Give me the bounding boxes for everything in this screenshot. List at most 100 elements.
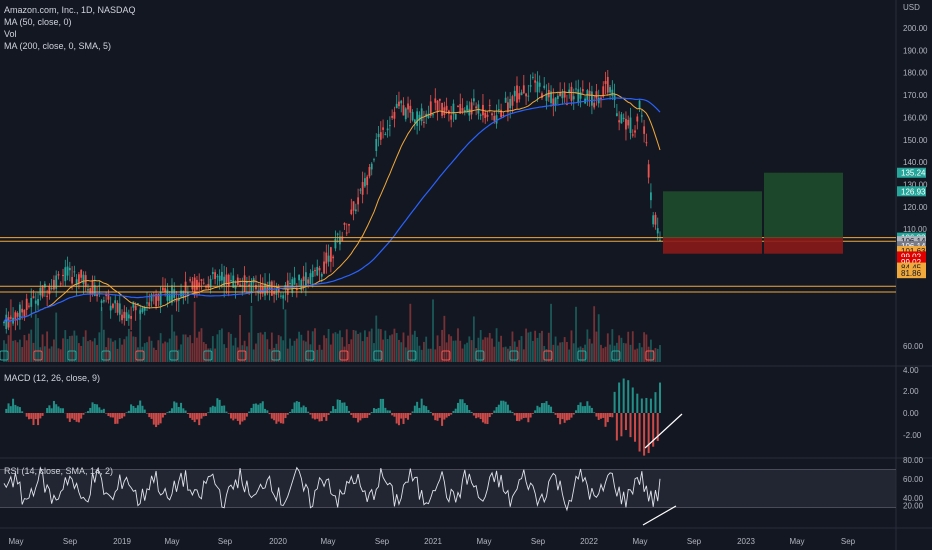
candle-body: [277, 286, 280, 292]
macd-bar: [348, 410, 351, 413]
volume-bar: [504, 346, 507, 362]
macd-bar: [479, 413, 482, 420]
candle-body: [161, 287, 164, 291]
candle-body: [350, 209, 353, 215]
macd-bar: [232, 413, 235, 421]
candle-body: [198, 282, 201, 288]
macd-bar: [264, 408, 267, 413]
macd-bar: [41, 413, 44, 416]
macd-bar: [618, 382, 621, 413]
macd-bar: [202, 413, 205, 417]
volume-bar: [159, 333, 162, 362]
candle-body: [43, 283, 46, 288]
candle-body: [468, 108, 471, 116]
macd-bar: [180, 402, 183, 413]
volume-bar: [466, 342, 468, 362]
candle-body: [638, 100, 641, 109]
volume-bar: [261, 334, 264, 362]
candle-body: [216, 276, 219, 278]
volume-bar: [180, 344, 182, 362]
candle-body: [429, 101, 432, 116]
macd-bar: [372, 408, 375, 413]
candle-body: [461, 108, 464, 111]
macd-bar: [57, 406, 60, 413]
macd-bar: [338, 399, 341, 413]
macd-bar: [441, 413, 444, 426]
volume-bar: [302, 340, 305, 362]
volume-bar: [23, 335, 26, 362]
volume-bar: [640, 347, 643, 362]
volume-bar: [146, 342, 148, 362]
macd-bar: [345, 405, 348, 413]
candle-body: [46, 295, 49, 297]
macd-bar: [504, 401, 507, 413]
volume-bar: [570, 330, 573, 362]
candle-body: [507, 102, 509, 113]
candle-body: [41, 285, 44, 297]
macd-bar: [282, 413, 285, 424]
macd-bar: [105, 413, 108, 414]
rsi-tick-label: 40.00: [903, 494, 924, 503]
candle-body: [620, 114, 623, 124]
macd-bar: [586, 401, 589, 413]
earnings-marker-icon: [407, 350, 417, 361]
candle-body: [243, 275, 246, 292]
macd-bar: [50, 408, 53, 413]
macd-bar: [118, 413, 121, 420]
candle-body: [625, 118, 627, 130]
candle-body: [600, 97, 602, 99]
candle-body: [384, 134, 387, 136]
earnings-marker-icon: [203, 350, 213, 361]
candle-body: [366, 176, 369, 186]
candle-body: [618, 120, 621, 123]
volume-bar: [656, 348, 659, 362]
macd-bar: [636, 393, 639, 413]
macd-bar: [559, 413, 562, 425]
candle-body: [23, 309, 26, 317]
volume-bar: [28, 333, 30, 362]
price-tick-label: 180.00: [903, 69, 928, 78]
candle-body: [218, 275, 221, 282]
volume-bar: [121, 344, 123, 362]
macd-histogram: [5, 378, 661, 456]
macd-bar: [420, 398, 423, 413]
candle-body: [411, 112, 414, 121]
macd-bar: [652, 413, 655, 447]
candle-body: [66, 266, 69, 276]
candle-body: [325, 252, 328, 264]
price-badge-label: 84.45: [901, 264, 922, 273]
macd-bar: [111, 413, 114, 418]
macd-bar: [195, 413, 198, 420]
volume-bar: [545, 349, 548, 362]
macd-bar: [298, 401, 301, 413]
price-tick-label: 120.00: [903, 203, 928, 212]
earnings-marker-icon: [475, 350, 485, 361]
volume-bar: [427, 348, 430, 362]
macd-bar: [293, 402, 296, 413]
candle-body: [382, 127, 384, 130]
macd-bar: [295, 401, 298, 413]
candle-body: [463, 109, 466, 113]
volume-bar: [234, 337, 237, 362]
volume-bar: [393, 328, 396, 362]
macd-bar: [109, 413, 112, 418]
volume-bar: [654, 348, 657, 362]
volume-bar: [186, 337, 189, 362]
macd-bar: [393, 413, 396, 417]
macd-bar: [59, 408, 62, 413]
volume-bar: [470, 340, 473, 362]
volume-bar: [486, 337, 489, 362]
macd-bar: [132, 405, 135, 413]
time-tick-label: May: [8, 537, 23, 546]
volume-bar: [150, 340, 153, 362]
candle-body: [516, 85, 518, 103]
macd-bar: [563, 413, 566, 423]
macd-bar: [629, 413, 632, 438]
candle-body: [454, 113, 457, 120]
macd-bar: [75, 413, 78, 422]
volume-bar: [39, 347, 42, 362]
macd-bar: [250, 407, 253, 413]
volume-bar: [643, 332, 646, 362]
volume-bar: [425, 336, 428, 362]
